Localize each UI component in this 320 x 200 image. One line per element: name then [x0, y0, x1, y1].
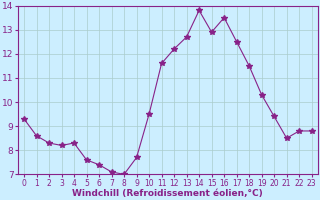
X-axis label: Windchill (Refroidissement éolien,°C): Windchill (Refroidissement éolien,°C)	[72, 189, 263, 198]
